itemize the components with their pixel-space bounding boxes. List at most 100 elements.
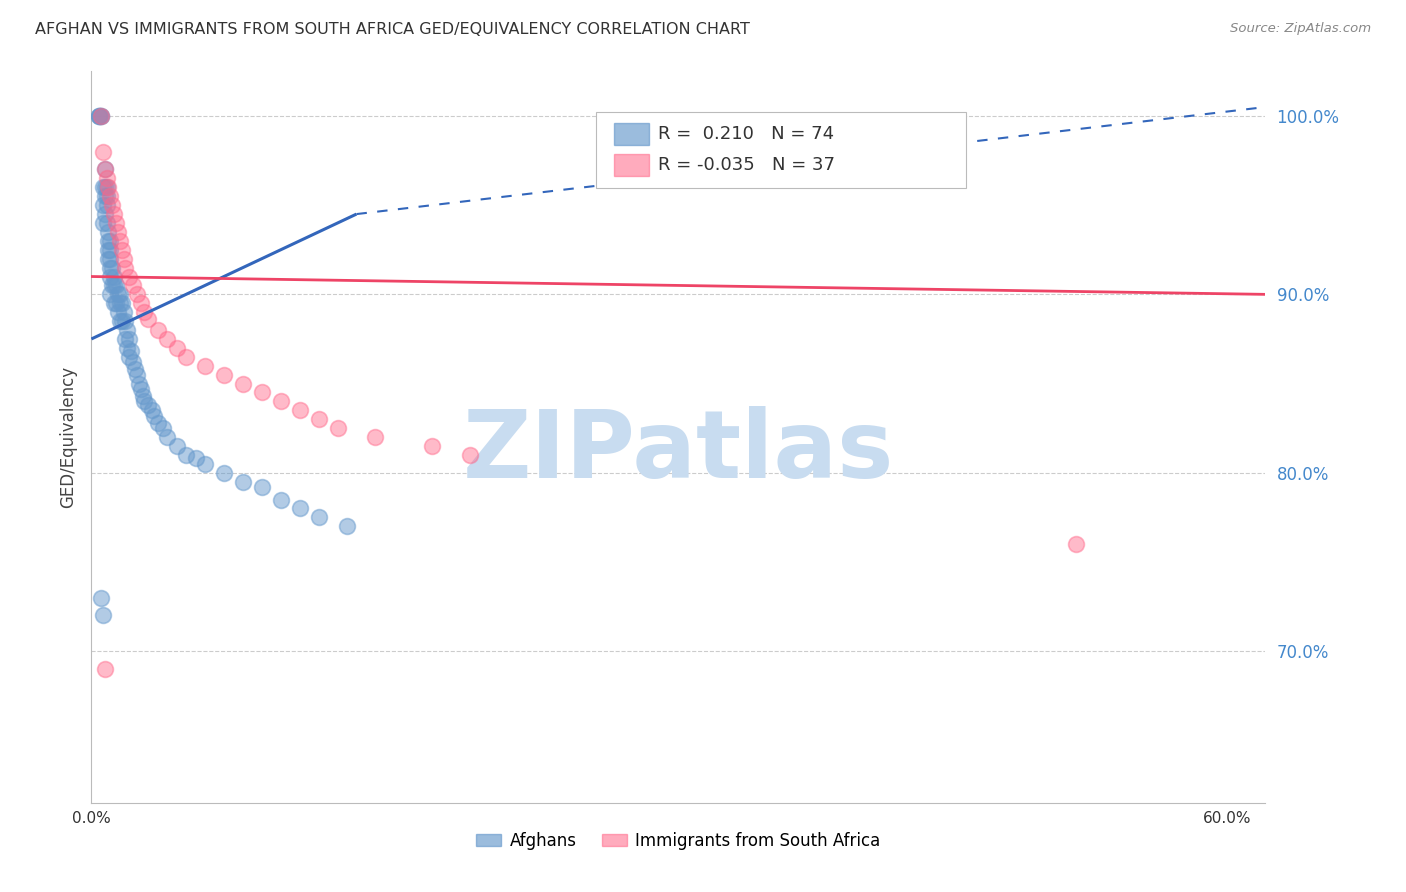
Point <box>103 207 125 221</box>
Point <box>101 278 124 293</box>
Point <box>96 189 118 203</box>
Point <box>288 501 311 516</box>
Point <box>98 189 121 203</box>
Point <box>98 287 121 301</box>
Point <box>212 368 235 382</box>
Point <box>98 252 121 266</box>
Point <box>107 225 129 239</box>
Point <box>90 109 112 123</box>
Point <box>108 296 131 310</box>
Point <box>108 287 131 301</box>
Point <box>87 109 110 123</box>
Point <box>136 312 159 326</box>
Point <box>270 394 292 409</box>
Point <box>232 475 254 489</box>
Point <box>97 252 120 266</box>
Point <box>125 368 148 382</box>
Point <box>93 162 115 177</box>
Point <box>270 492 292 507</box>
Point <box>98 243 121 257</box>
Point <box>98 260 121 275</box>
Point <box>250 480 273 494</box>
Text: ZIPatlas: ZIPatlas <box>463 406 894 498</box>
Point <box>166 439 188 453</box>
Point <box>156 332 179 346</box>
Point <box>118 332 141 346</box>
Point <box>90 109 112 123</box>
Legend: Afghans, Immigrants from South Africa: Afghans, Immigrants from South Africa <box>470 825 887 856</box>
Point <box>87 109 110 123</box>
FancyBboxPatch shape <box>614 123 650 145</box>
Point <box>458 448 481 462</box>
Point <box>97 180 120 194</box>
Point <box>117 323 139 337</box>
Point <box>326 421 349 435</box>
Point <box>107 287 129 301</box>
Point <box>232 376 254 391</box>
Point <box>146 323 169 337</box>
Text: R = -0.035   N = 37: R = -0.035 N = 37 <box>658 156 835 174</box>
Point <box>166 341 188 355</box>
Point <box>97 243 120 257</box>
Point <box>129 296 152 310</box>
Point <box>93 162 115 177</box>
Point <box>103 278 125 293</box>
Point <box>128 376 150 391</box>
Point <box>124 362 146 376</box>
Point <box>91 216 114 230</box>
Point <box>134 394 156 409</box>
Point <box>174 448 197 462</box>
Point <box>96 216 118 230</box>
Point <box>96 171 118 186</box>
Point <box>142 409 165 423</box>
Point <box>308 510 330 524</box>
Point <box>112 252 135 266</box>
Point <box>122 278 145 293</box>
FancyBboxPatch shape <box>614 154 650 176</box>
Point <box>98 234 121 248</box>
Point <box>250 385 273 400</box>
Point <box>288 403 311 417</box>
Text: R =  0.210   N = 74: R = 0.210 N = 74 <box>658 125 835 144</box>
Point <box>212 466 235 480</box>
Point <box>120 344 142 359</box>
Point <box>1064 537 1087 551</box>
FancyBboxPatch shape <box>596 112 966 188</box>
Point <box>141 403 163 417</box>
Point <box>105 278 128 293</box>
Point <box>122 355 145 369</box>
Point <box>114 314 136 328</box>
Point <box>174 350 197 364</box>
Point <box>420 439 443 453</box>
Point <box>184 451 207 466</box>
Point <box>96 180 118 194</box>
Point <box>93 207 115 221</box>
Point <box>117 341 139 355</box>
Point <box>129 382 152 396</box>
Point <box>105 296 128 310</box>
Point <box>111 243 134 257</box>
Point <box>136 398 159 412</box>
Point <box>101 260 124 275</box>
Point <box>125 287 148 301</box>
Point <box>131 389 153 403</box>
Point <box>336 519 359 533</box>
Point <box>93 189 115 203</box>
Point <box>118 269 141 284</box>
Y-axis label: GED/Equivalency: GED/Equivalency <box>59 366 77 508</box>
Point <box>91 145 114 159</box>
Point <box>91 198 114 212</box>
Point <box>308 412 330 426</box>
Text: AFGHAN VS IMMIGRANTS FROM SOUTH AFRICA GED/EQUIVALENCY CORRELATION CHART: AFGHAN VS IMMIGRANTS FROM SOUTH AFRICA G… <box>35 22 749 37</box>
Point <box>194 457 217 471</box>
Point <box>91 180 114 194</box>
Point <box>152 421 174 435</box>
Point <box>118 350 141 364</box>
Point <box>108 314 131 328</box>
Point <box>194 359 217 373</box>
Point <box>134 305 156 319</box>
Point <box>93 180 115 194</box>
Point <box>103 296 125 310</box>
Point <box>114 332 136 346</box>
Point <box>111 296 134 310</box>
